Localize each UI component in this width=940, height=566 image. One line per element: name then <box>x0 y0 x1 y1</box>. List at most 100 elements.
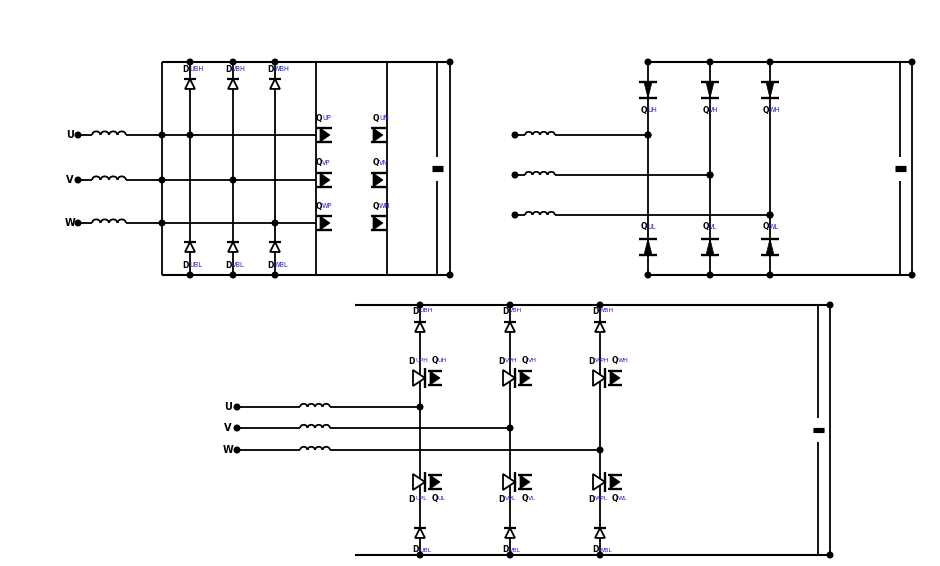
Text: Q: Q <box>316 201 322 211</box>
Polygon shape <box>593 474 605 490</box>
Text: Q: Q <box>762 105 769 114</box>
Polygon shape <box>766 239 774 255</box>
Polygon shape <box>706 82 714 98</box>
Circle shape <box>645 132 650 138</box>
Text: D: D <box>503 307 509 315</box>
Polygon shape <box>430 371 440 385</box>
Text: D: D <box>409 495 415 504</box>
Polygon shape <box>503 474 515 490</box>
Text: VL: VL <box>709 224 717 230</box>
Text: Q: Q <box>612 357 618 366</box>
Text: D: D <box>226 260 232 269</box>
Text: UP: UP <box>322 115 331 121</box>
Text: UPH: UPH <box>415 358 428 363</box>
Text: D: D <box>268 260 274 269</box>
Polygon shape <box>595 528 605 538</box>
Circle shape <box>707 272 713 278</box>
Text: VPH: VPH <box>505 358 518 363</box>
Text: UL: UL <box>647 224 655 230</box>
Text: WBL: WBL <box>599 547 613 552</box>
Polygon shape <box>520 371 530 385</box>
Text: WL: WL <box>618 496 628 501</box>
Text: U: U <box>224 402 232 412</box>
Text: WP: WP <box>322 203 333 209</box>
Text: VN: VN <box>379 160 388 166</box>
Text: Q: Q <box>372 158 379 168</box>
Circle shape <box>512 132 518 138</box>
Text: Q: Q <box>431 495 438 504</box>
Text: D: D <box>268 65 274 74</box>
Polygon shape <box>503 370 515 386</box>
Circle shape <box>508 552 513 558</box>
Polygon shape <box>415 528 425 538</box>
Polygon shape <box>415 322 425 332</box>
Text: VBH: VBH <box>509 308 523 314</box>
Polygon shape <box>766 82 774 98</box>
Polygon shape <box>610 371 620 385</box>
Text: D: D <box>182 65 189 74</box>
Polygon shape <box>228 242 238 252</box>
Circle shape <box>75 177 81 183</box>
Polygon shape <box>505 322 515 332</box>
Circle shape <box>273 220 278 226</box>
Circle shape <box>417 302 423 308</box>
Circle shape <box>645 132 650 138</box>
Circle shape <box>508 302 513 308</box>
Text: D: D <box>413 546 419 555</box>
Circle shape <box>767 212 773 218</box>
Circle shape <box>159 132 164 138</box>
Circle shape <box>75 220 81 226</box>
Polygon shape <box>644 239 652 255</box>
Polygon shape <box>593 370 605 386</box>
Text: D: D <box>409 357 415 366</box>
Circle shape <box>417 552 423 558</box>
Text: D: D <box>226 65 232 74</box>
Polygon shape <box>706 239 714 255</box>
Text: WBH: WBH <box>274 66 290 72</box>
Text: VPL: VPL <box>505 496 516 501</box>
Text: VBH: VBH <box>232 66 246 72</box>
Polygon shape <box>270 242 280 252</box>
Circle shape <box>273 272 278 278</box>
Text: WPH: WPH <box>595 358 609 363</box>
Text: Q: Q <box>522 495 528 504</box>
Circle shape <box>159 177 164 183</box>
Text: Q: Q <box>640 222 647 231</box>
Circle shape <box>447 59 453 65</box>
Circle shape <box>597 552 603 558</box>
Circle shape <box>909 59 915 65</box>
Polygon shape <box>185 242 195 252</box>
Circle shape <box>707 172 713 178</box>
Polygon shape <box>505 528 515 538</box>
Text: D: D <box>588 357 595 366</box>
Text: V: V <box>66 175 73 185</box>
Text: Q: Q <box>316 114 322 122</box>
Circle shape <box>707 172 713 178</box>
Circle shape <box>75 132 81 138</box>
Text: VH: VH <box>528 358 537 363</box>
Text: D: D <box>503 546 509 555</box>
Circle shape <box>230 177 236 183</box>
Text: D: D <box>182 260 189 269</box>
Circle shape <box>159 220 164 226</box>
Circle shape <box>234 404 240 410</box>
Text: UH: UH <box>438 358 447 363</box>
Text: Q: Q <box>702 222 709 231</box>
Text: V: V <box>225 423 232 433</box>
Text: Q: Q <box>372 114 379 122</box>
Text: W: W <box>223 445 233 455</box>
Polygon shape <box>413 370 425 386</box>
Text: UPL: UPL <box>415 496 427 501</box>
Circle shape <box>512 212 518 218</box>
Text: D: D <box>413 307 419 315</box>
Circle shape <box>234 447 240 453</box>
Text: WH: WH <box>769 107 780 113</box>
Polygon shape <box>320 128 330 142</box>
Text: D: D <box>592 307 599 315</box>
Text: WL: WL <box>769 224 779 230</box>
Text: Q: Q <box>702 105 709 114</box>
Circle shape <box>512 172 518 178</box>
Text: D: D <box>588 495 595 504</box>
Text: UL: UL <box>438 496 446 501</box>
Text: WBL: WBL <box>274 262 289 268</box>
